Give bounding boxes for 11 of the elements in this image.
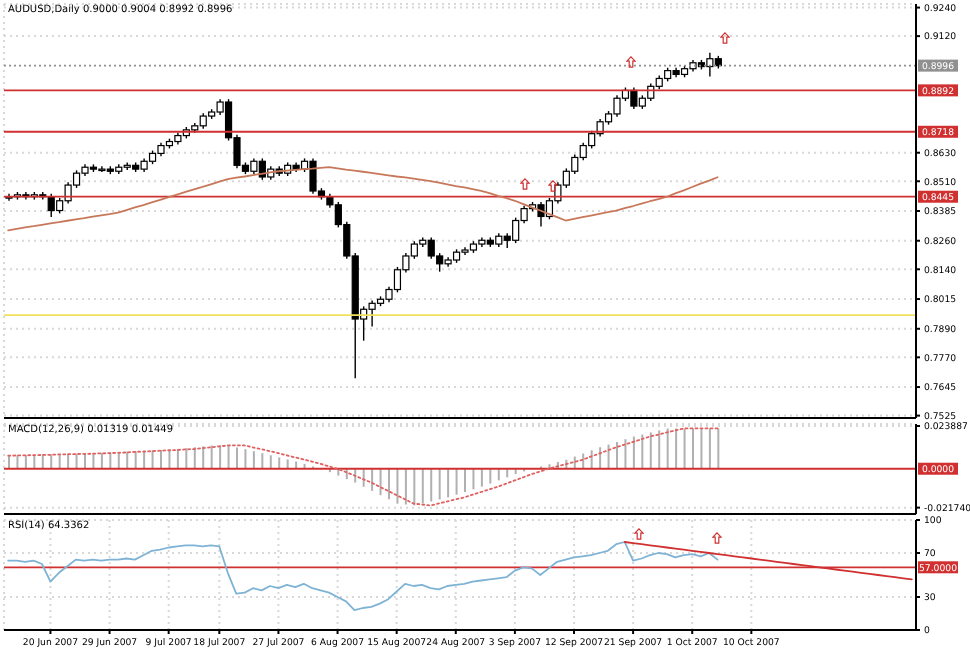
line-series — [7, 541, 719, 612]
candlestick — [512, 216, 520, 244]
candlestick — [630, 86, 638, 110]
candlestick — [368, 299, 376, 328]
candlestick — [427, 236, 435, 260]
candlestick — [613, 94, 621, 118]
line-series — [7, 166, 719, 232]
candlestick — [309, 157, 317, 195]
candlestick — [64, 181, 72, 205]
candlestick — [706, 52, 714, 78]
line-series — [7, 427, 719, 507]
